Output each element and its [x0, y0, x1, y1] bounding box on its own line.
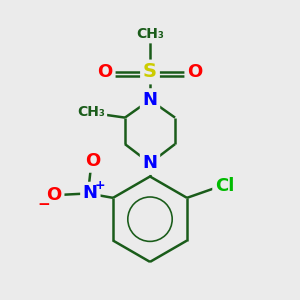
- Text: CH₃: CH₃: [136, 27, 164, 41]
- Text: N: N: [83, 184, 98, 202]
- Text: Cl: Cl: [215, 177, 234, 195]
- Text: O: O: [46, 186, 62, 204]
- Text: N: N: [142, 91, 158, 109]
- Text: O: O: [187, 63, 202, 81]
- Text: O: O: [98, 63, 113, 81]
- Text: O: O: [85, 152, 100, 170]
- Text: +: +: [95, 179, 106, 192]
- Text: S: S: [143, 62, 157, 82]
- Text: CH₃: CH₃: [77, 105, 105, 119]
- Text: N: N: [142, 154, 158, 172]
- Text: −: −: [38, 197, 50, 212]
